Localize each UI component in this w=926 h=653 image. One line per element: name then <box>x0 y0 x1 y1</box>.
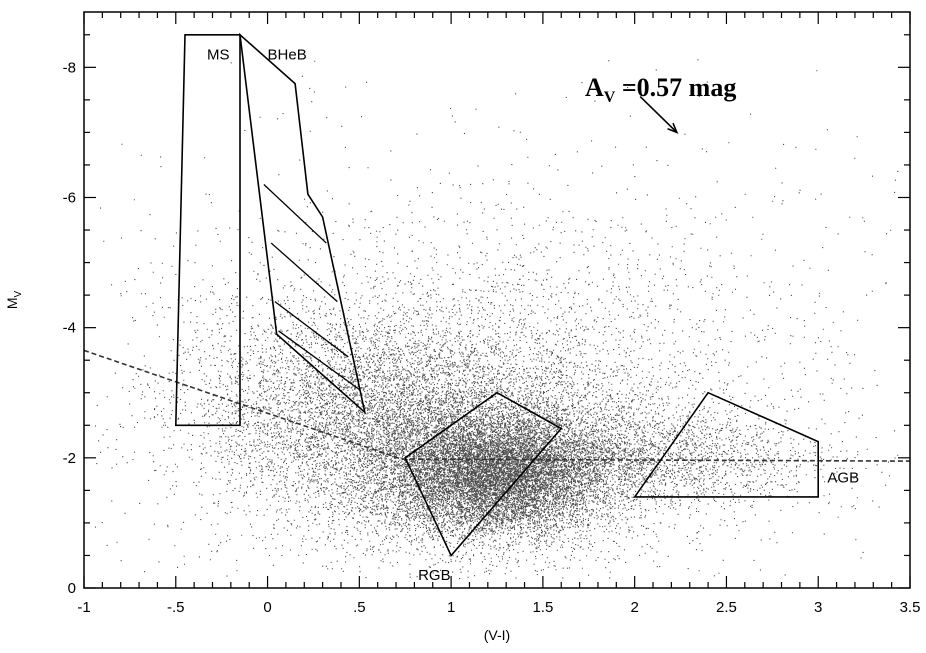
y-tick-label: -8 <box>63 59 76 76</box>
reddening-arrow-shaft <box>639 96 678 133</box>
y-axis-ticks: 0 -2 -4 -6 -8 <box>63 34 910 597</box>
y-tick-label: -6 <box>63 189 76 206</box>
x-tick-label: 2 <box>630 599 638 616</box>
dashed-boundary-line <box>83 349 911 462</box>
bheb-divider-4 <box>278 330 360 391</box>
region-ms <box>174 33 241 427</box>
y-axis-label-sub: V <box>13 291 24 298</box>
x-axis-label: (V-I) <box>484 627 510 643</box>
x-tick-label: -.5 <box>167 599 185 616</box>
x-axis-ticks: -1 -.5 0 .5 1 1.5 2 2.5 3 3.5 <box>77 12 920 616</box>
region-agb <box>633 391 820 498</box>
reddening-symbol: A <box>585 73 604 102</box>
y-tick-label: 0 <box>68 580 76 597</box>
bheb-divider-1 <box>263 184 327 244</box>
y-axis-label-main: M <box>4 298 20 310</box>
x-tick-label: 0 <box>263 599 271 616</box>
x-tick-label: 3 <box>814 599 822 616</box>
region-bheb <box>238 32 367 415</box>
region-rgb <box>404 391 563 557</box>
bheb-divider-2 <box>270 242 338 303</box>
bheb-divider-3 <box>274 301 349 358</box>
label-rgb: RGB <box>418 567 451 584</box>
reddening-value: =0.57 mag <box>615 73 736 102</box>
x-tick-label: 3.5 <box>900 599 921 616</box>
plot-frame <box>83 11 911 589</box>
dashed-line <box>83 349 911 462</box>
reddening-subscript: V <box>604 89 616 106</box>
region-labels: MS BHeB RGB AGB <box>207 46 859 584</box>
x-tick-label: -1 <box>77 599 90 616</box>
x-tick-label: 1.5 <box>532 599 553 616</box>
reddening-arrow-head <box>667 122 679 134</box>
y-tick-label: -4 <box>63 320 76 337</box>
label-bheb: BHeB <box>268 46 307 63</box>
y-axis-label: MV <box>4 291 24 310</box>
scatter-points <box>94 59 899 580</box>
reddening-vector-arrow <box>639 96 679 134</box>
scatter-point-cloud <box>94 59 899 580</box>
label-agb: AGB <box>827 469 859 486</box>
reddening-annotation: AV =0.57 mag <box>585 73 736 106</box>
x-tick-label: 2.5 <box>716 599 737 616</box>
x-tick-label: 1 <box>447 599 455 616</box>
label-ms: MS <box>207 46 230 63</box>
x-tick-label: .5 <box>353 599 366 616</box>
bheb-dividers <box>263 184 360 391</box>
y-tick-label: -2 <box>63 450 76 467</box>
selection-regions <box>174 32 820 557</box>
